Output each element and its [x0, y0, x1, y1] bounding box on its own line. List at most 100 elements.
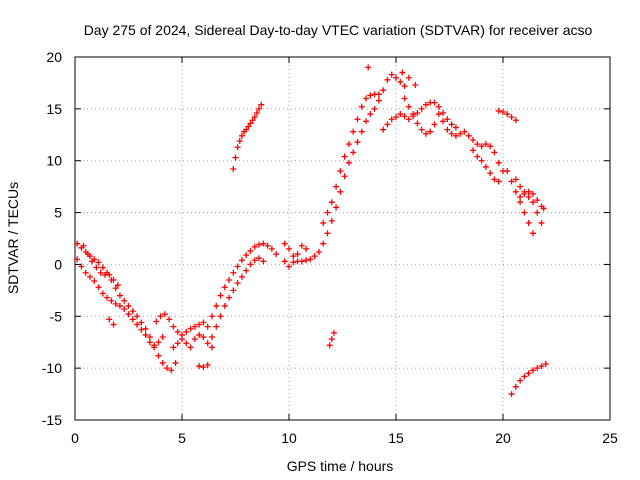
data-point — [525, 370, 532, 377]
data-point — [82, 269, 89, 276]
data-point — [93, 264, 100, 271]
data-point — [474, 141, 481, 148]
data-point — [495, 178, 502, 185]
data-point — [249, 117, 256, 124]
data-point — [534, 365, 541, 372]
data-point — [401, 113, 408, 120]
data-point — [208, 334, 215, 341]
data-point — [534, 209, 541, 216]
data-point — [367, 111, 374, 118]
data-point — [245, 123, 252, 130]
data-point — [230, 287, 237, 294]
data-point — [418, 105, 425, 112]
data-point — [204, 340, 211, 347]
data-point — [256, 255, 263, 262]
y-axis: 20 15 10 5 0 -5 -10 -15 — [42, 49, 610, 428]
data-point — [495, 159, 502, 166]
data-point — [384, 76, 391, 83]
data-point — [358, 103, 365, 110]
data-point — [337, 168, 344, 175]
data-point — [238, 273, 245, 280]
data-point — [217, 292, 224, 299]
data-point — [512, 188, 519, 195]
data-point — [134, 321, 141, 328]
data-point — [380, 126, 387, 133]
data-point — [341, 153, 348, 160]
data-point — [294, 251, 301, 258]
data-point — [264, 242, 271, 249]
data-point — [512, 117, 519, 124]
chart-title: Day 275 of 2024, Sidereal Day-to-day VTE… — [84, 22, 593, 38]
data-point — [170, 323, 177, 330]
data-point — [268, 245, 275, 252]
data-point — [508, 391, 515, 398]
data-point — [108, 297, 115, 304]
data-point — [452, 124, 459, 131]
x-tick-label: 10 — [281, 430, 297, 446]
data-point — [258, 101, 265, 108]
data-point — [121, 297, 128, 304]
data-point — [174, 328, 181, 335]
data-point — [166, 316, 173, 323]
data-point — [482, 141, 489, 148]
data-point — [397, 111, 404, 118]
data-point — [234, 263, 241, 270]
data-point — [358, 128, 365, 135]
data-point — [457, 130, 464, 137]
data-point — [129, 316, 136, 323]
data-point — [375, 97, 382, 104]
data-point — [427, 128, 434, 135]
data-point — [286, 245, 292, 252]
data-point — [196, 331, 203, 338]
data-point — [418, 126, 425, 133]
data-point — [208, 344, 215, 351]
data-point — [251, 257, 258, 264]
data-point — [363, 95, 370, 102]
data-point — [320, 240, 327, 247]
data-point — [172, 359, 179, 366]
series-track-s — [495, 107, 519, 124]
series-track-a — [74, 240, 179, 374]
data-point — [236, 138, 243, 145]
data-point — [217, 313, 224, 320]
data-point — [221, 284, 228, 291]
data-point — [517, 183, 524, 190]
data-point — [474, 153, 481, 160]
data-point — [247, 247, 254, 254]
data-point — [388, 71, 395, 78]
data-point — [273, 251, 280, 258]
data-point — [337, 188, 344, 195]
data-point — [104, 294, 111, 301]
data-point — [345, 159, 352, 166]
data-point — [487, 170, 494, 177]
data-point — [328, 336, 335, 343]
data-point — [414, 110, 421, 117]
data-point — [517, 377, 524, 384]
y-tick-label: -5 — [50, 308, 63, 324]
data-point — [431, 99, 438, 106]
data-point — [354, 139, 361, 146]
data-point — [529, 199, 536, 206]
data-point — [179, 336, 185, 343]
data-point — [448, 121, 455, 128]
data-points — [74, 64, 549, 398]
data-point — [399, 69, 406, 76]
y-tick-label: 0 — [54, 256, 62, 272]
data-point — [345, 141, 352, 148]
data-point — [431, 121, 438, 128]
data-point — [243, 252, 250, 259]
series-track-f — [170, 331, 215, 351]
data-point — [529, 367, 536, 374]
data-point — [328, 217, 335, 224]
data-point — [298, 242, 305, 249]
data-point — [290, 259, 297, 266]
series-track-r — [470, 147, 502, 185]
series-track-l — [281, 242, 310, 270]
data-point — [204, 323, 211, 330]
data-point — [230, 269, 237, 276]
data-point — [84, 251, 91, 258]
data-point — [504, 111, 511, 118]
data-point — [138, 326, 145, 333]
series-track-u — [512, 176, 545, 226]
data-point — [138, 319, 145, 326]
